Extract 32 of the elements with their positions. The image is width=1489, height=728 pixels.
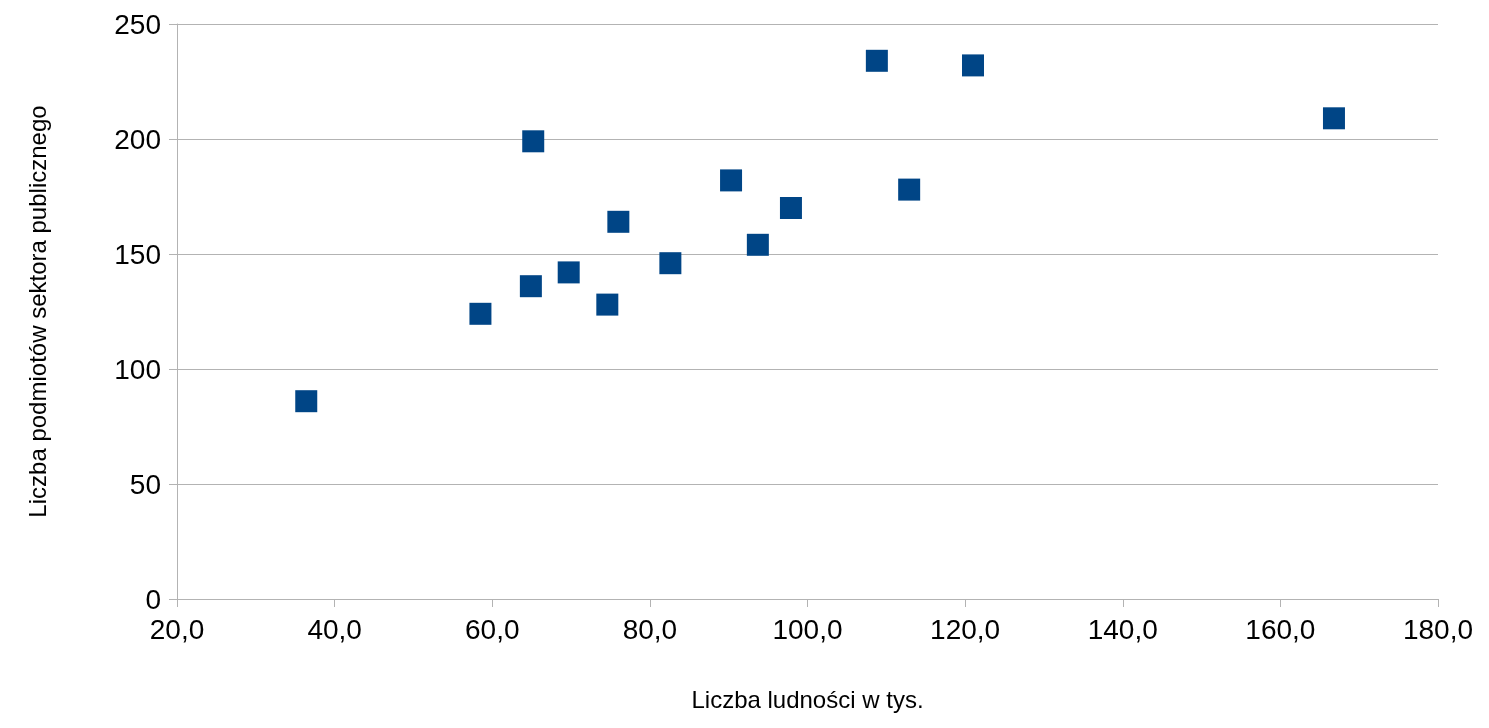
point [557,261,580,284]
point [1322,107,1345,130]
x-tick-label: 80,0 [622,613,678,645]
point [522,130,545,153]
point [779,197,802,219]
x-tick-label: 140,0 [1087,613,1158,645]
y-tick-label: 150 [114,238,161,270]
point [295,390,318,413]
y-tick-label: 100 [114,353,161,385]
point [519,275,542,298]
x-tick-label: 180,0 [1402,613,1474,645]
point [720,169,743,192]
y-tick-label: 200 [114,123,161,155]
point [607,210,630,233]
point [898,178,921,201]
x-tick-label: 120,0 [930,613,1001,645]
y-tick-label: 50 [129,468,161,500]
point [962,54,985,77]
point [596,293,619,316]
x-tick-label: 160,0 [1245,613,1316,645]
x-tick-label: 20,0 [149,613,205,645]
y-tick-label: 250 [114,8,161,40]
point [746,233,769,256]
x-axis-title: Liczba ludności w tys. [691,685,924,713]
x-tick-label: 40,0 [307,613,362,645]
y-tick-label: 0 [145,583,161,615]
point [469,302,492,325]
x-tick-label: 60,0 [465,613,520,645]
point [865,49,888,72]
x-tick-label: 100,0 [772,613,843,645]
y-axis-title: Liczba podmiotów sektora publicznego [23,105,51,518]
point [659,252,682,275]
